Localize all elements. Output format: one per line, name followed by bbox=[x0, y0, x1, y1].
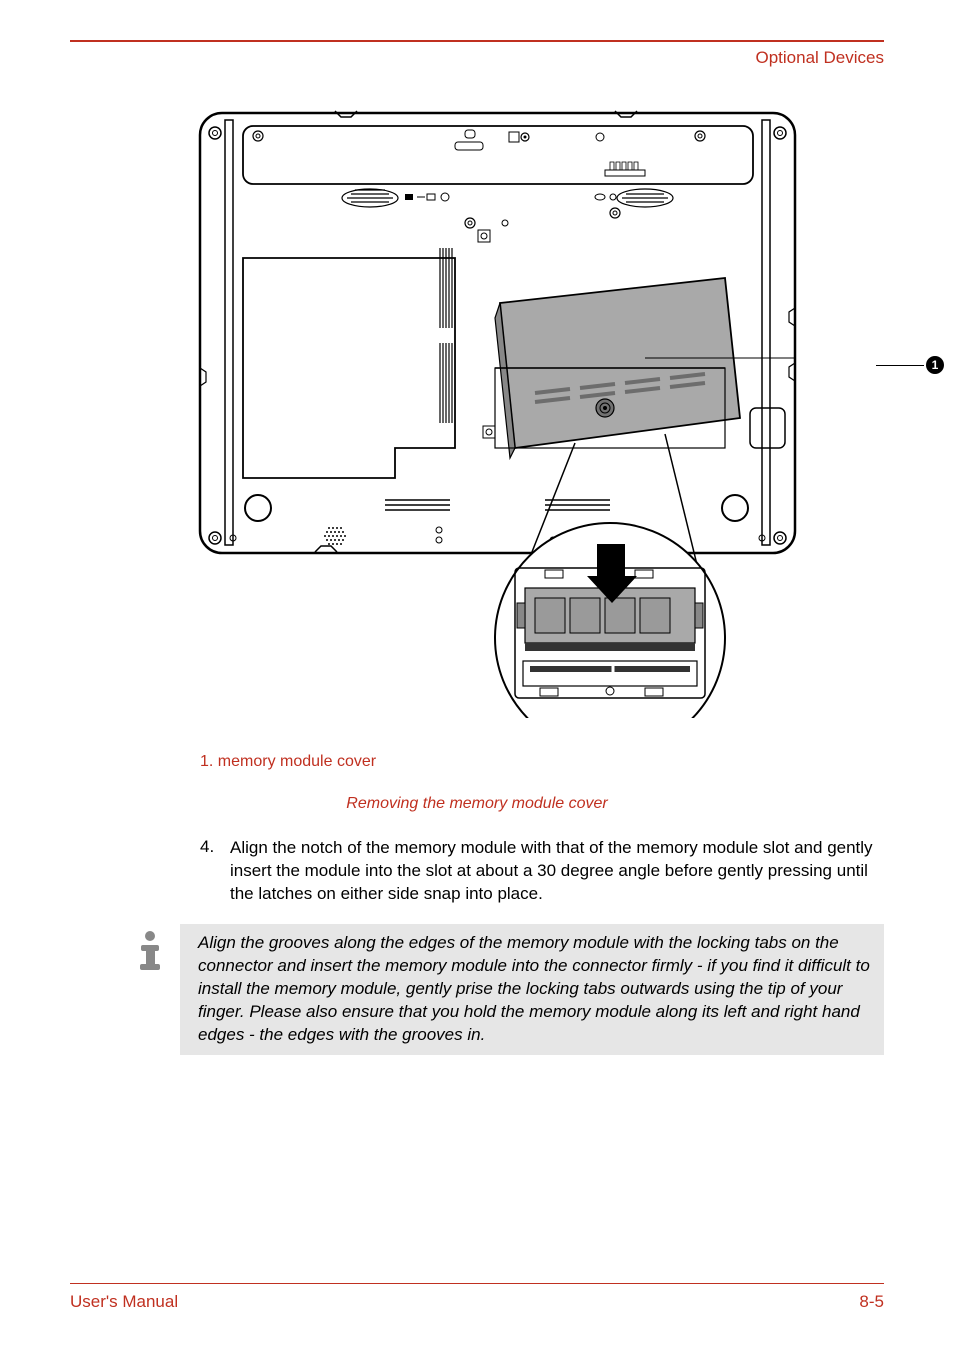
diagram-caption: Removing the memory module cover bbox=[70, 795, 884, 813]
header-rule bbox=[70, 40, 884, 42]
note-text: Align the grooves along the edges of the… bbox=[180, 924, 884, 1055]
diagram-laptop-bottom: 1 bbox=[195, 108, 884, 723]
vent-right bbox=[617, 189, 673, 207]
callout-badge: 1 bbox=[926, 356, 944, 374]
speaker-grille bbox=[324, 527, 346, 545]
info-icon bbox=[130, 924, 180, 1055]
page-footer: User's Manual 8-5 bbox=[70, 1283, 884, 1312]
instruction-text: Align the notch of the memory module wit… bbox=[230, 837, 884, 906]
footer-rule bbox=[70, 1283, 884, 1284]
instruction-number: 4. bbox=[200, 837, 230, 906]
footer-manual-label: User's Manual bbox=[70, 1292, 178, 1312]
page-container: Optional Devices bbox=[0, 0, 954, 1352]
footer-page-number: 8-5 bbox=[859, 1292, 884, 1312]
vent-left bbox=[342, 189, 398, 207]
diagram-legend: 1. memory module cover bbox=[200, 753, 884, 771]
memory-cover-diagram-svg bbox=[195, 108, 815, 718]
note-callout: Align the grooves along the edges of the… bbox=[130, 924, 884, 1055]
callout-leader bbox=[876, 365, 924, 366]
callout-marker-1: 1 bbox=[876, 356, 944, 374]
header-section-title: Optional Devices bbox=[70, 48, 884, 68]
instruction-step-4: 4. Align the notch of the memory module … bbox=[200, 837, 884, 906]
